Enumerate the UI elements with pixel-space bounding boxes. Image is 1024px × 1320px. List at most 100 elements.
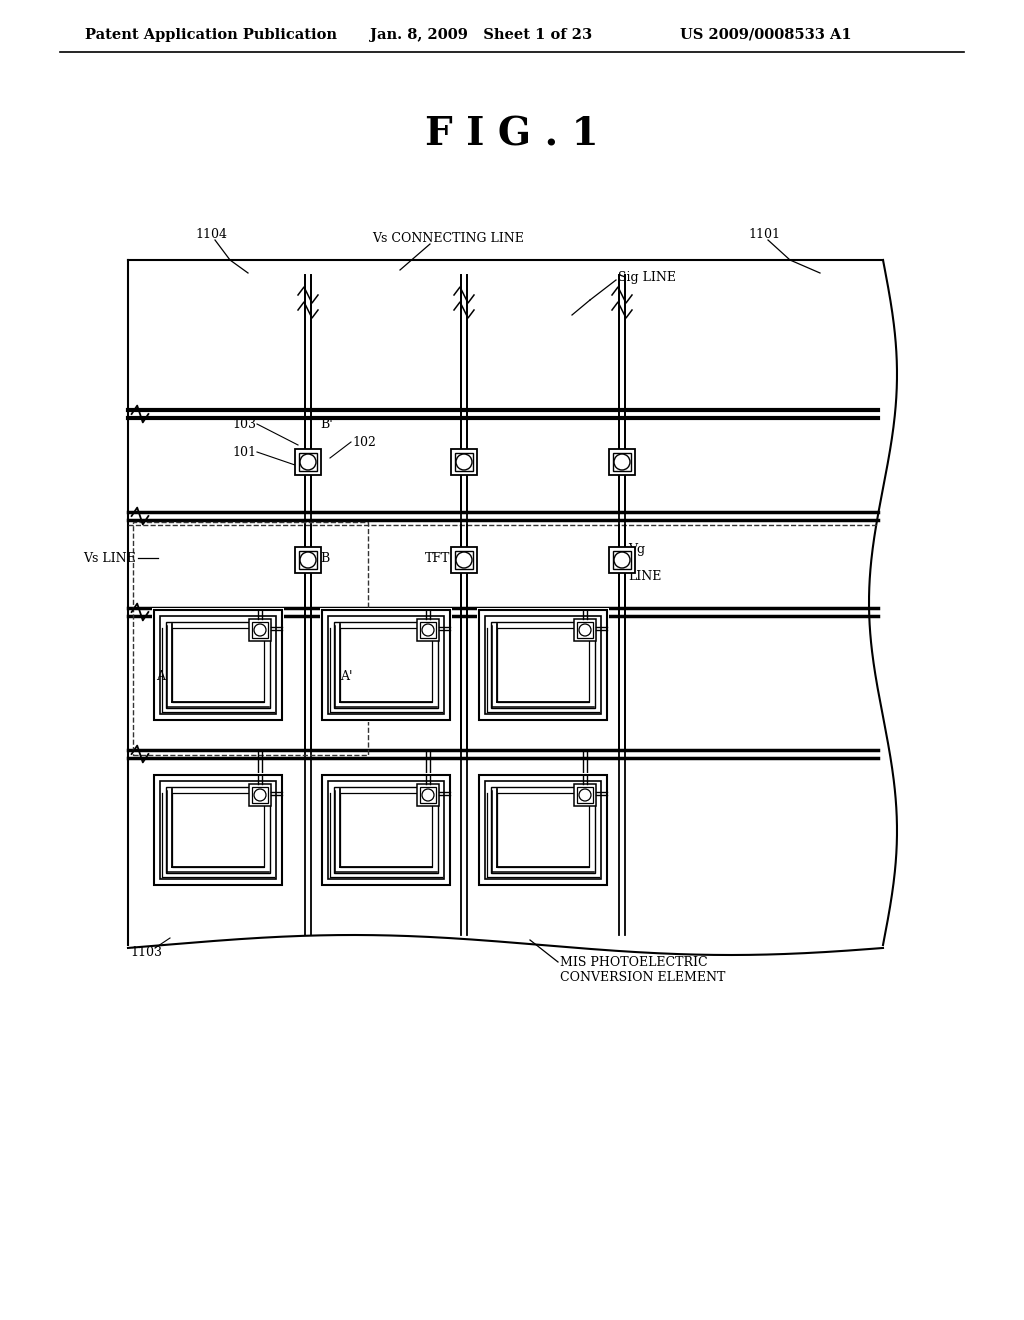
Bar [609, 546, 635, 573]
Bar [152, 609, 284, 722]
Bar [299, 453, 317, 471]
Text: Vs LINE: Vs LINE [83, 552, 136, 565]
Circle shape [422, 624, 434, 636]
Bar [490, 622, 595, 708]
Text: 102: 102 [352, 436, 376, 449]
Text: MIS PHOTOELECTRIC
CONVERSION ELEMENT: MIS PHOTOELECTRIC CONVERSION ELEMENT [560, 956, 725, 983]
Bar [477, 609, 609, 722]
Bar [451, 449, 477, 475]
Bar [295, 449, 321, 475]
Bar [154, 610, 282, 719]
Text: LINE: LINE [628, 570, 662, 583]
Bar [249, 784, 271, 807]
Text: 1104: 1104 [195, 228, 227, 242]
Text: 101: 101 [232, 446, 256, 458]
Bar [417, 784, 439, 807]
Bar [420, 787, 436, 803]
Bar [319, 609, 452, 722]
Text: 1103: 1103 [130, 945, 162, 958]
Bar [328, 616, 444, 714]
Text: US 2009/0008533 A1: US 2009/0008533 A1 [680, 28, 852, 42]
Circle shape [300, 552, 316, 568]
Bar [322, 775, 450, 884]
Circle shape [300, 454, 316, 470]
Text: 103: 103 [232, 417, 256, 430]
Text: Jan. 8, 2009   Sheet 1 of 23: Jan. 8, 2009 Sheet 1 of 23 [370, 28, 592, 42]
Circle shape [614, 552, 630, 568]
Bar [451, 449, 477, 475]
Bar [295, 546, 321, 573]
Bar [574, 784, 596, 807]
Circle shape [614, 454, 630, 470]
Text: TFT: TFT [425, 552, 450, 565]
Text: F I G . 1: F I G . 1 [425, 116, 599, 154]
Bar [319, 774, 452, 887]
Bar [455, 453, 473, 471]
Bar [334, 622, 438, 708]
Circle shape [254, 789, 266, 801]
Circle shape [456, 454, 472, 470]
Circle shape [422, 789, 434, 801]
Bar [574, 619, 596, 642]
Bar [340, 793, 432, 867]
Bar [451, 546, 477, 573]
Bar [577, 622, 593, 638]
Bar [417, 619, 439, 642]
Bar [479, 610, 607, 719]
Circle shape [579, 789, 591, 801]
Bar [154, 775, 282, 884]
Text: A': A' [340, 671, 352, 684]
Bar [172, 628, 264, 702]
Bar [249, 619, 271, 642]
Circle shape [254, 624, 266, 636]
Bar [609, 449, 635, 475]
Text: Vs CONNECTING LINE: Vs CONNECTING LINE [372, 231, 524, 244]
Text: A: A [156, 671, 165, 684]
Bar [152, 774, 284, 887]
Text: B': B' [319, 418, 333, 432]
Bar [613, 453, 631, 471]
Text: Vg: Vg [628, 543, 645, 556]
Text: Patent Application Publication: Patent Application Publication [85, 28, 337, 42]
Bar [417, 619, 439, 642]
Text: Sig LINE: Sig LINE [618, 272, 676, 285]
Bar [295, 546, 321, 573]
Bar [160, 781, 276, 879]
Bar [295, 449, 321, 475]
Circle shape [456, 552, 472, 568]
Bar [252, 622, 268, 638]
Bar [477, 774, 609, 887]
Bar [609, 449, 635, 475]
Bar [577, 787, 593, 803]
Bar [613, 550, 631, 569]
Bar [299, 550, 317, 569]
Bar [172, 793, 264, 867]
Bar [160, 616, 276, 714]
Bar [479, 775, 607, 884]
Bar [166, 787, 270, 873]
Bar [417, 784, 439, 807]
Text: 1101: 1101 [748, 228, 780, 242]
Bar [252, 787, 268, 803]
Bar [328, 781, 444, 879]
Bar [340, 628, 432, 702]
Bar [490, 787, 595, 873]
Text: B: B [319, 552, 330, 565]
Bar [574, 784, 596, 807]
Bar [497, 793, 589, 867]
Bar [166, 622, 270, 708]
Circle shape [579, 624, 591, 636]
Bar [485, 781, 601, 879]
Bar [451, 546, 477, 573]
Bar [249, 784, 271, 807]
Bar [455, 550, 473, 569]
Bar [485, 616, 601, 714]
Bar [133, 521, 368, 755]
Bar [609, 546, 635, 573]
Bar [574, 619, 596, 642]
Bar [497, 628, 589, 702]
Bar [322, 610, 450, 719]
Bar [249, 619, 271, 642]
Bar [420, 622, 436, 638]
Bar [334, 787, 438, 873]
